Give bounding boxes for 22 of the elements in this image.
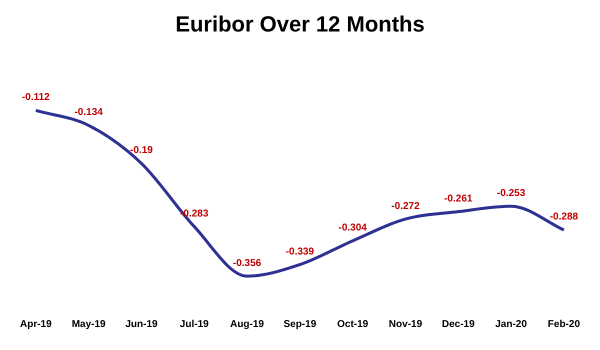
data-label: -0.134 <box>74 107 104 118</box>
x-tick-label: May-19 <box>72 318 106 330</box>
data-label: -0.253 <box>496 188 526 199</box>
data-label: -0.304 <box>338 222 368 234</box>
data-label: -0.19 <box>130 145 154 156</box>
x-tick-label: Jun-19 <box>125 318 158 330</box>
data-label: -0.261 <box>444 193 473 204</box>
x-tick-label: Aug-19 <box>230 318 264 330</box>
chart-title: Euribor Over 12 Months <box>175 11 425 36</box>
x-tick-label: Jan-20 <box>495 318 528 330</box>
x-tick-label: Oct-19 <box>337 318 369 330</box>
x-tick-label: Feb-20 <box>548 318 580 330</box>
data-label: -0.356 <box>232 258 262 269</box>
x-tick-label: Sep-19 <box>283 318 317 330</box>
data-label: -0.339 <box>286 246 314 258</box>
x-tick-label: Dec-19 <box>442 318 476 330</box>
data-label: -0.272 <box>391 200 420 212</box>
x-tick-label: Jul-19 <box>180 318 210 330</box>
x-tick-label: Apr-19 <box>20 318 52 330</box>
x-tick-label: Nov-19 <box>388 318 423 330</box>
data-label: -0.112 <box>22 92 50 104</box>
data-label: -0.288 <box>550 212 578 223</box>
